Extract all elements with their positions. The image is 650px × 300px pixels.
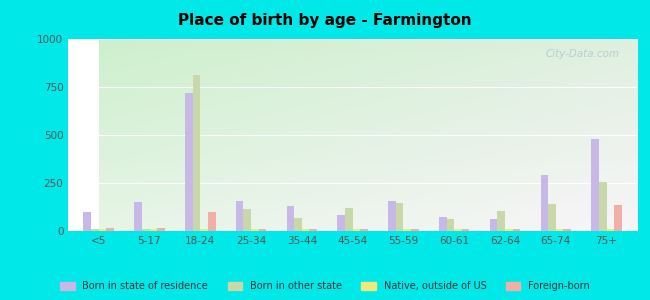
Bar bbox=[294, 218, 302, 231]
Bar bbox=[309, 229, 317, 231]
Bar bbox=[396, 203, 404, 231]
Bar bbox=[157, 228, 164, 231]
Bar bbox=[614, 205, 622, 231]
Bar bbox=[447, 218, 454, 231]
Bar bbox=[142, 229, 150, 231]
Text: Place of birth by age - Farmington: Place of birth by age - Farmington bbox=[178, 14, 472, 28]
Bar bbox=[454, 230, 462, 231]
Bar bbox=[513, 229, 520, 231]
Bar bbox=[489, 218, 497, 231]
Bar bbox=[192, 76, 200, 231]
Bar bbox=[548, 204, 556, 231]
Bar bbox=[388, 201, 396, 231]
Bar bbox=[564, 229, 571, 231]
Bar bbox=[244, 209, 251, 231]
Bar bbox=[505, 230, 513, 231]
Bar bbox=[404, 230, 411, 231]
Bar bbox=[541, 175, 548, 231]
Bar bbox=[439, 217, 447, 231]
Bar bbox=[150, 230, 157, 231]
Bar bbox=[462, 229, 469, 231]
Bar bbox=[208, 212, 216, 231]
Text: City-Data.com: City-Data.com bbox=[546, 49, 620, 58]
Bar bbox=[352, 230, 360, 231]
Bar bbox=[83, 212, 91, 231]
Bar bbox=[337, 215, 345, 231]
Bar bbox=[251, 229, 259, 231]
Bar bbox=[135, 202, 142, 231]
Bar bbox=[497, 211, 505, 231]
Bar bbox=[360, 229, 368, 231]
Bar bbox=[606, 229, 614, 231]
Bar bbox=[259, 229, 266, 231]
Bar bbox=[599, 182, 606, 231]
Bar bbox=[556, 229, 564, 231]
Bar bbox=[200, 230, 208, 231]
Bar bbox=[107, 228, 114, 231]
Legend: Born in state of residence, Born in other state, Native, outside of US, Foreign-: Born in state of residence, Born in othe… bbox=[56, 278, 594, 295]
Bar bbox=[302, 230, 309, 231]
Bar bbox=[411, 229, 419, 231]
Bar bbox=[287, 206, 294, 231]
Bar bbox=[236, 201, 244, 231]
Bar bbox=[185, 93, 192, 231]
Bar bbox=[99, 230, 107, 231]
Bar bbox=[345, 208, 352, 231]
Bar bbox=[592, 139, 599, 231]
Bar bbox=[91, 229, 99, 231]
